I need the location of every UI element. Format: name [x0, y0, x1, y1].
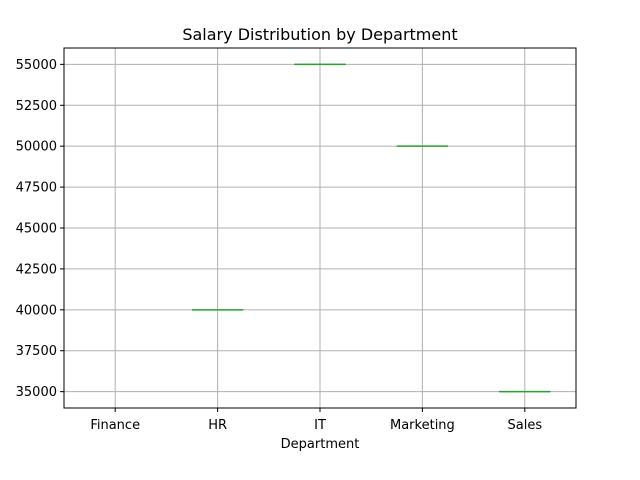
y-tick-label: 47500	[16, 181, 57, 196]
y-tick-label: 55000	[16, 58, 57, 73]
x-tick-label: Finance	[90, 418, 140, 433]
chart-title: Salary Distribution by Department	[182, 25, 457, 44]
y-tick-label: 52500	[16, 99, 57, 114]
y-tick-label: 40000	[16, 303, 57, 318]
y-tick-label: 50000	[16, 140, 57, 155]
y-tick-label: 37500	[16, 344, 57, 359]
y-tick-label: 42500	[16, 262, 57, 277]
y-tick-label: 35000	[16, 385, 57, 400]
y-ticks: 35000 37500 40000 42500 45000 47500 50000 52500…	[16, 58, 64, 400]
x-tick-label: HR	[208, 418, 227, 433]
x-tick-label: Sales	[507, 418, 542, 433]
x-ticks: Finance HR IT Marketing Sales	[90, 408, 542, 433]
grid-layer	[64, 48, 576, 408]
x-tick-label: IT	[314, 418, 326, 433]
x-tick-label: Marketing	[390, 418, 455, 433]
box-layer	[192, 63, 551, 393]
y-tick-label: 45000	[16, 222, 57, 237]
x-axis-label: Department	[281, 437, 360, 452]
